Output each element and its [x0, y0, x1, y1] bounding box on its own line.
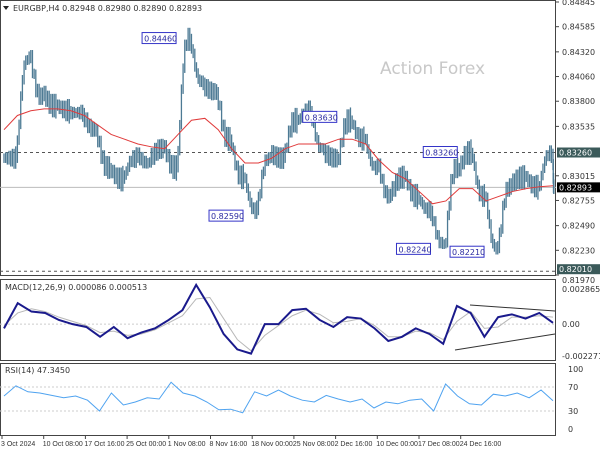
- price-tick-label: 0.81970: [562, 276, 595, 285]
- triangle-upper-line: [469, 304, 556, 312]
- price-annotation-box: [422, 146, 458, 159]
- watermark: Action Forex: [380, 59, 485, 79]
- macd-tick-label: 0.00: [562, 320, 580, 329]
- price-tick-label: 0.83800: [562, 97, 595, 106]
- triangle-lower-line: [454, 333, 556, 351]
- price-tick-label: 0.83535: [562, 122, 595, 131]
- dropdown-icon[interactable]: [3, 6, 9, 10]
- price-annotation-label: 0.82590: [211, 212, 244, 221]
- x-tick-label: 17 Oct 16:00: [84, 441, 124, 448]
- macd-tick-label: 0.002865: [562, 285, 600, 294]
- x-tick-label: 1 Nov 08:00: [168, 441, 206, 448]
- x-tick-label: 10 Dec 00:00: [376, 441, 418, 448]
- rsi-tick-label: 70: [568, 383, 578, 392]
- level-label: 0.83260: [559, 149, 592, 158]
- current-price-label: 0.82893: [559, 183, 592, 192]
- x-tick-label: 17 Dec 08:00: [418, 441, 460, 448]
- price-tick-label: 0.83015: [562, 172, 595, 181]
- price-tick-label: 0.82755: [562, 196, 595, 205]
- macd-title: MACD(12,26,9) 0.000086 0.000513: [5, 283, 147, 292]
- price-annotation-label: 0.82240: [398, 245, 431, 254]
- x-tick-label: 2 Dec 16:00: [335, 441, 373, 448]
- main-panel: [0, 0, 556, 276]
- price-tick-label: 0.84320: [562, 48, 595, 57]
- price-annotation-label: 0.84460: [144, 35, 177, 44]
- price-tick-label: 0.84060: [562, 73, 595, 82]
- x-tick-label: 8 Nov 16:00: [210, 441, 248, 448]
- price-tick-label: 0.82230: [562, 246, 595, 255]
- rsi-tick-label: 0: [568, 425, 573, 434]
- rsi-title: RSI(14) 47.3450: [5, 366, 70, 375]
- rsi-tick-label: 100: [568, 365, 583, 374]
- macd-signal-line: [3, 296, 554, 352]
- level-tag: [557, 147, 600, 158]
- x-tick-label: 18 Nov 00:00: [251, 441, 293, 448]
- chart-header: EURGBP,H4 0.82948 0.82980 0.82890 0.8289…: [13, 4, 202, 13]
- x-tick-label: 24 Dec 16:00: [460, 441, 502, 448]
- macd-tick-label: -0.002271: [562, 352, 600, 361]
- price-annotation-label: 0.82210: [452, 248, 485, 257]
- price-tick-label: 0.84845: [562, 0, 595, 7]
- price-annotation-box: [141, 32, 177, 45]
- price-tick-label: 0.84585: [562, 23, 595, 32]
- rsi-line: [3, 381, 554, 414]
- price-annotation-label: 0.83630: [305, 113, 338, 122]
- level-tag: [557, 264, 600, 275]
- level-label: 0.82010: [559, 265, 592, 274]
- price-annotation-label: 0.83260: [425, 149, 458, 158]
- price-tick-label: 0.82490: [562, 222, 595, 231]
- rsi-tick-label: 30: [568, 407, 578, 416]
- x-tick-label: 25 Nov 08:00: [293, 441, 335, 448]
- x-tick-label: 25 Oct 00:00: [126, 441, 166, 448]
- price-annotation-box: [302, 110, 338, 123]
- moving-average-line: [3, 108, 554, 205]
- x-tick-label: 10 Oct 08:00: [43, 441, 83, 448]
- price-annotation-box: [395, 242, 431, 255]
- macd-line: [3, 282, 554, 355]
- macd-panel: [0, 279, 556, 361]
- rsi-panel: [0, 363, 556, 436]
- current-price-tag: [557, 182, 600, 193]
- price-annotation-box: [208, 209, 244, 222]
- price-annotation-box: [449, 245, 485, 258]
- x-tick-label: 3 Oct 2024: [1, 441, 35, 448]
